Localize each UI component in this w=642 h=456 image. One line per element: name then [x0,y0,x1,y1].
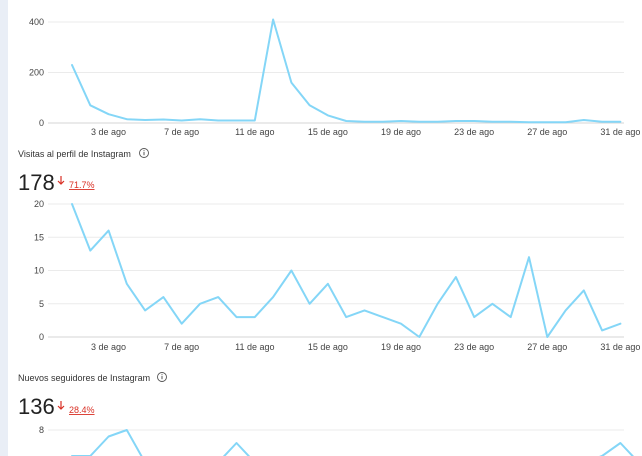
y-tick-label: 8 [39,425,44,435]
section-profile-visits-header: Visitas al perfil de Instagram 178 71.7% [18,148,149,195]
y-tick-label: 15 [34,232,44,242]
x-tick-label: 27 de ago [527,342,567,352]
y-tick-label: 10 [34,266,44,276]
y-tick-label: 400 [29,17,44,27]
y-tick-label: 0 [39,332,44,342]
y-tick-label: 200 [29,68,44,78]
section-title: Visitas al perfil de Instagram [18,149,131,159]
insights-charts: Visitas al perfil de Instagram 178 71.7%… [18,17,640,456]
x-tick-label: 11 de ago [235,342,274,352]
insights-card: Visitas al perfil de Instagram 178 71.7%… [8,0,642,456]
info-icon[interactable] [139,148,149,158]
y-tick-label: 0 [39,118,44,128]
series-line [71,429,634,456]
delta-percentage[interactable]: 28.4% [69,405,95,415]
x-tick-label: 7 de ago [164,127,199,137]
line-chart-1: 0 200 400 3 de ago 7 de ago 11 de ago 15 de ag… [29,17,640,137]
x-tick-label: 23 de ago [454,342,494,352]
x-tick-label: 11 de ago [235,127,274,137]
x-tick-label: 15 de ago [308,342,348,352]
delta-percentage[interactable]: 71.7% [69,180,95,190]
info-icon[interactable] [157,372,167,382]
x-tick-label: 23 de ago [454,127,494,137]
y-tick-label: 5 [39,299,44,309]
x-tick-label: 27 de ago [527,127,567,137]
x-tick-label: 3 de ago [91,127,126,137]
section-title: Nuevos seguidores de Instagram [18,373,150,383]
y-tick-label: 20 [34,199,44,209]
x-tick-label: 19 de ago [381,127,421,137]
x-tick-label: 19 de ago [381,342,421,352]
x-tick-label: 31 de ago [600,127,640,137]
metric-value: 178 [18,170,55,195]
series-line [71,203,622,338]
x-tick-label: 15 de ago [308,127,348,137]
series-line [71,18,622,124]
x-tick-label: 7 de ago [164,342,199,352]
arrow-down-icon [57,176,65,185]
arrow-down-icon [57,401,65,410]
x-tick-label: 31 de ago [600,342,640,352]
metric-value: 136 [18,394,55,419]
line-chart-2: 0 5 10 15 20 3 de ago 7 de ago 11 de ago 15 de a… [34,199,640,352]
line-chart-3: 8 [39,425,634,456]
x-tick-label: 3 de ago [91,342,126,352]
section-new-followers-header: Nuevos seguidores de Instagram 136 28.4% [18,372,167,419]
